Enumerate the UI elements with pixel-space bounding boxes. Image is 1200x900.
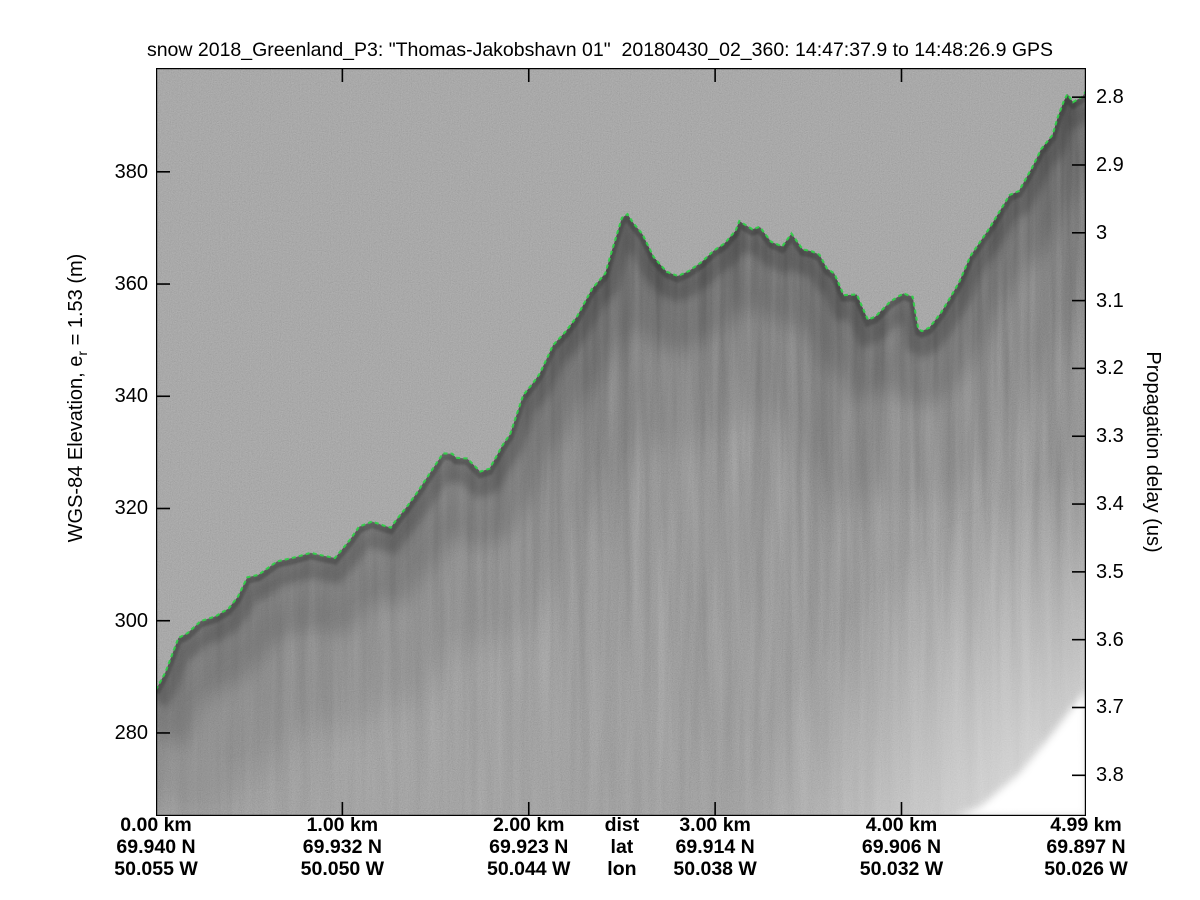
x-axis-dist-label: 0.00 km [120, 814, 192, 836]
x-axis-lon-label: 50.032 W [859, 858, 944, 880]
x-axis-lat-label: 69.940 N [116, 836, 196, 858]
y-tick-label-right: 3.7 [1096, 696, 1124, 719]
x-axis-lon-label: 50.038 W [673, 858, 757, 880]
echogram-plot [156, 68, 1086, 816]
y-tick-label-right: 3.3 [1096, 425, 1124, 448]
y-tick-label-right: 3.2 [1096, 357, 1124, 380]
y-tick-label-right: 3.1 [1096, 289, 1124, 312]
plot-axes [156, 68, 1086, 816]
y-tick-label-right: 3.8 [1096, 764, 1124, 787]
y-tick-label-right: 3.5 [1096, 560, 1124, 583]
figure-title: snow 2018_Greenland_P3: "Thomas-Jakobsha… [146, 39, 1054, 61]
x-axis-column: dist lat lon [557, 814, 687, 880]
x-axis-lat-label: 69.923 N [489, 836, 569, 858]
x-axis-column: 0.00 km 69.940 N 50.055 W [91, 814, 221, 880]
x-axis-lat-label: 69.897 N [1046, 836, 1126, 858]
x-axis-column: 2.00 km 69.923 N 50.044 W [464, 814, 594, 880]
x-axis-lon-label: lon [607, 858, 637, 880]
x-axis-lon-label: 50.050 W [300, 858, 385, 880]
bottom-right-glow [733, 465, 1086, 816]
y-tick-label-right: 3.4 [1096, 493, 1124, 516]
x-axis-dist-label: 1.00 km [306, 814, 379, 836]
x-axis-dist-label: dist [604, 814, 640, 836]
y-tick-label-right: 3 [1096, 221, 1108, 244]
y-tick-label-right: 3.6 [1096, 628, 1124, 651]
x-axis-column: 1.00 km 69.932 N 50.050 W [277, 814, 407, 880]
x-axis-lat-label: 69.906 N [861, 836, 942, 858]
x-axis-dist-label: 4.00 km [865, 814, 938, 836]
x-axis-lon-label: 50.044 W [487, 858, 571, 880]
x-axis-dist-label: 3.00 km [679, 814, 751, 836]
x-axis-dist-label: 2.00 km [492, 814, 565, 836]
x-axis-lat-label: 69.932 N [302, 836, 382, 858]
y-tick-label-left: 320 [114, 497, 148, 520]
y-tick-label-right: 2.8 [1096, 86, 1124, 109]
echogram-bright-corner [733, 465, 1086, 816]
x-axis-dist-label: 4.99 km [1050, 814, 1122, 836]
x-axis-column: 4.99 km 69.897 N 50.026 W [1021, 814, 1151, 880]
x-axis-lat-label: lat [610, 836, 634, 858]
x-axis-lon-label: 50.026 W [1044, 858, 1128, 880]
x-axis-lat-label: 69.914 N [675, 836, 755, 858]
x-axis-column: 3.00 km 69.914 N 50.038 W [650, 814, 780, 880]
y-tick-label-left: 300 [114, 609, 148, 632]
x-axis-lon-label: 50.055 W [114, 858, 198, 880]
y-tick-label-right: 2.9 [1096, 153, 1124, 176]
surface-pick-trace [156, 90, 1086, 691]
plot-frame [156, 68, 1086, 816]
left-axis-label-subscript: r [74, 350, 90, 356]
left-axis-label-units: = 1.53 (m) [65, 253, 87, 351]
y-tick-label-left: 380 [114, 160, 148, 183]
y-tick-label-left: 340 [114, 385, 148, 408]
x-axis-column: 4.00 km 69.906 N 50.032 W [836, 814, 966, 880]
y-tick-label-left: 360 [114, 273, 148, 296]
y-tick-label-left: 280 [114, 721, 148, 744]
bottom-right-white-wedge [955, 690, 1086, 816]
